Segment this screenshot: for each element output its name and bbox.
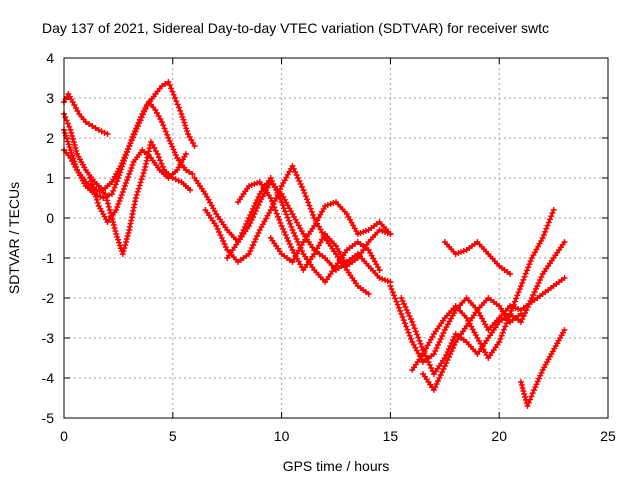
series-track-16 <box>518 327 568 409</box>
y-tick-label: 2 <box>46 130 54 146</box>
series-track-9 <box>235 179 394 273</box>
plus-markers <box>235 179 394 273</box>
y-tick-label: -1 <box>42 250 55 266</box>
series-track-6 <box>191 175 394 285</box>
x-tick-label: 15 <box>383 428 399 444</box>
plus-markers <box>387 275 568 365</box>
plus-markers <box>202 163 372 297</box>
data-series <box>61 79 568 409</box>
plus-markers <box>87 147 189 225</box>
plus-markers <box>441 239 514 277</box>
x-tick-label: 0 <box>60 428 68 444</box>
y-tick-label: -2 <box>42 290 55 306</box>
plus-markers <box>267 199 394 265</box>
series-track-5 <box>87 147 189 225</box>
plus-markers <box>420 295 524 393</box>
series-track-10 <box>267 199 394 265</box>
series-track-13 <box>409 207 557 373</box>
x-axis-label: GPS time / hours <box>283 458 390 474</box>
y-tick-label: 4 <box>46 50 54 66</box>
y-tick-label: 3 <box>46 90 54 106</box>
x-tick-label: 5 <box>169 428 177 444</box>
x-tick-label: 20 <box>491 428 507 444</box>
plus-markers <box>191 175 394 285</box>
y-tick-label: 1 <box>46 170 54 186</box>
series-track-15 <box>441 239 514 277</box>
plot-frame <box>63 57 609 419</box>
plus-markers <box>518 327 568 409</box>
y-tick-label: -5 <box>42 410 55 426</box>
grid-layer <box>64 58 608 418</box>
x-tick-label: 25 <box>600 428 616 444</box>
y-axis-label: SDTVAR / TECUs <box>6 182 22 294</box>
series-track-14 <box>420 295 524 393</box>
y-tick-label: 0 <box>46 210 54 226</box>
chart-title: Day 137 of 2021, Sidereal Day-to-day VTE… <box>42 20 549 36</box>
axis-ticks: 0 5 10 15 20 25 -5 -4 -3 -2 -1 0 1 2 3 4 <box>42 50 616 444</box>
y-tick-label: -4 <box>42 370 55 386</box>
series-track-7 <box>202 163 372 297</box>
series-track-1 <box>61 91 111 137</box>
y-tick-label: -3 <box>42 330 55 346</box>
x-tick-label: 10 <box>274 428 290 444</box>
